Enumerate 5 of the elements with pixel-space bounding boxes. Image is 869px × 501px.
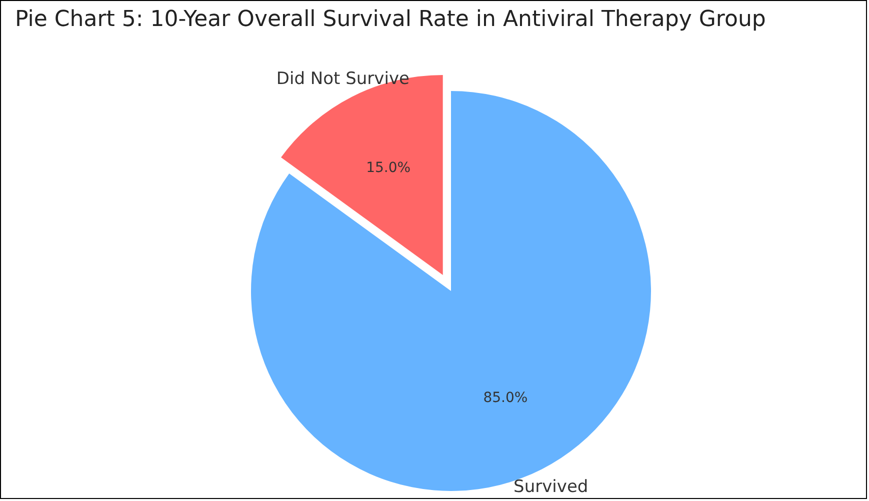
data-label: 85.0% bbox=[483, 390, 528, 406]
slice-label: Survived bbox=[514, 477, 588, 498]
data-label: 15.0% bbox=[366, 160, 411, 176]
chart-title: Pie Chart 5: 10-Year Overall Survival Rate in Antiviral Therapy Group bbox=[15, 7, 766, 32]
slice-label: Did Not Survive bbox=[276, 68, 410, 89]
